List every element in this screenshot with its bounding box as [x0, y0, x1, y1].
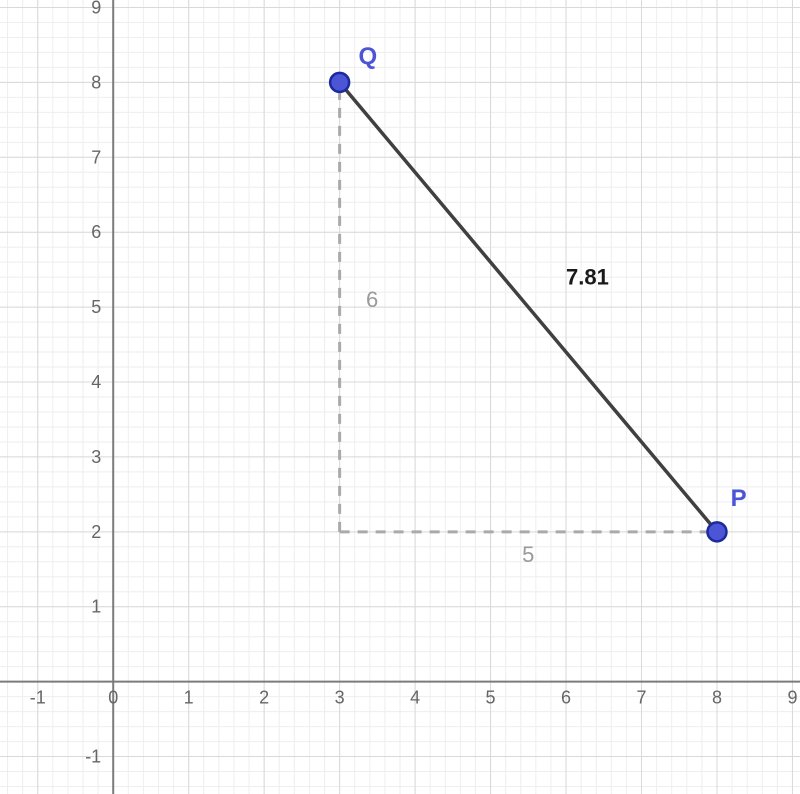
y-tick-label: 3: [91, 447, 101, 467]
y-tick-label: 2: [91, 522, 101, 542]
x-tick-label: 4: [410, 688, 420, 708]
y-tick-label: 1: [91, 597, 101, 617]
x-tick-label: 0: [108, 688, 118, 708]
hypotenuse-label: 7.81: [566, 265, 609, 290]
y-tick-label: 8: [91, 72, 101, 92]
horizontal-leg-label: 5: [522, 542, 534, 567]
x-tick-label: 5: [486, 688, 496, 708]
vertical-leg-label: 6: [366, 287, 378, 312]
point-q[interactable]: [330, 73, 349, 92]
y-tick-label: 4: [91, 372, 101, 392]
x-tick-label: 1: [184, 688, 194, 708]
y-tick-label: 6: [91, 222, 101, 242]
coordinate-grid-chart: -1 0 1 2 3 4 5 6 7 8 9 -1 1 2 3 4 5 6 7 8 9 5 6 7.81 Q P: [0, 0, 800, 794]
point-label-q: Q: [358, 43, 377, 70]
x-tick-label: 9: [787, 688, 797, 708]
x-tick-label: 3: [335, 688, 345, 708]
point-p[interactable]: [707, 522, 726, 541]
x-tick-label: 6: [561, 688, 571, 708]
x-tick-label: 7: [637, 688, 647, 708]
y-tick-label: 7: [91, 147, 101, 167]
point-label-p: P: [731, 485, 747, 512]
x-tick-label: 8: [712, 688, 722, 708]
x-tick-label: 2: [259, 688, 269, 708]
x-tick-label: -1: [30, 688, 46, 708]
y-tick-label: -1: [85, 747, 101, 767]
y-tick-label: 5: [91, 297, 101, 317]
y-tick-label: 9: [91, 0, 101, 17]
